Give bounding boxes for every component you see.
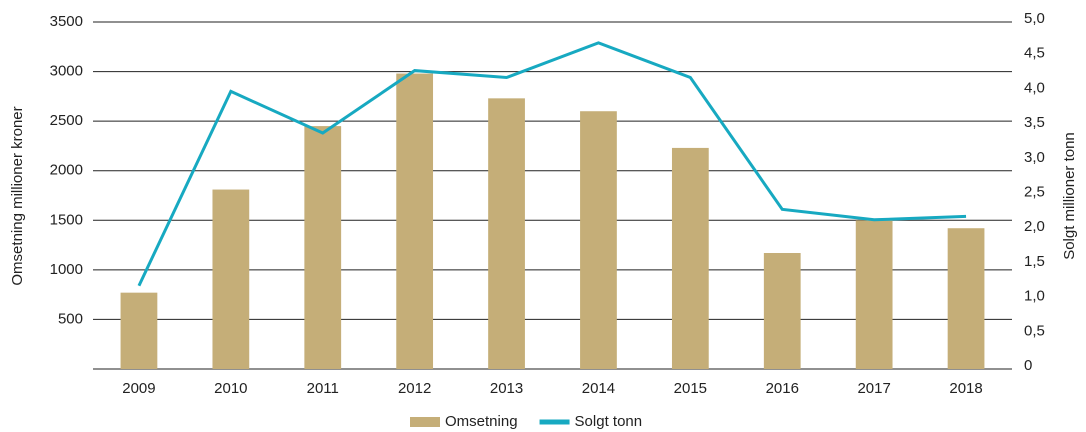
y-tick-label: 3500 — [50, 13, 83, 30]
y2-tick-label: 3,5 — [1024, 114, 1045, 131]
bar — [580, 111, 617, 369]
x-tick-label: 2012 — [398, 380, 431, 397]
y-axis-title: Omsetning millioner kroner — [9, 106, 26, 285]
y2-tick-label: 1,5 — [1024, 253, 1045, 270]
y-tick-label: 2500 — [50, 112, 83, 129]
legend-swatch — [410, 417, 440, 427]
bar — [396, 73, 434, 369]
legend-label: Solgt tonn — [575, 413, 643, 430]
y2-axis-title: Solgt millioner tonn — [1061, 132, 1078, 260]
x-tick-label: 2010 — [214, 380, 247, 397]
y2-tick-label: 5,0 — [1024, 10, 1045, 27]
y-tick-label: 1000 — [50, 261, 83, 278]
bar — [947, 228, 985, 369]
x-tick-label: 2018 — [949, 380, 982, 397]
bar — [120, 292, 158, 369]
x-tick-label: 2016 — [766, 380, 799, 397]
y-tick-label: 3000 — [50, 63, 83, 80]
y2-tick-label: 0,5 — [1024, 322, 1045, 339]
y-tick-label: 500 — [58, 310, 83, 327]
y-tick-label: 1500 — [50, 211, 83, 228]
x-tick-label: 2017 — [857, 380, 890, 397]
bar — [763, 253, 801, 369]
x-tick-label: 2014 — [582, 380, 615, 397]
bar — [488, 98, 525, 369]
x-tick-label: 2015 — [674, 380, 707, 397]
bar — [212, 189, 250, 369]
legend-label: Omsetning — [445, 413, 518, 430]
y2-tick-label: 4,5 — [1024, 45, 1045, 62]
x-tick-label: 2009 — [122, 380, 155, 397]
bar — [671, 147, 709, 369]
bar — [304, 126, 342, 369]
bar — [855, 220, 893, 369]
y2-tick-label: 0 — [1024, 357, 1032, 374]
y2-tick-label: 1,0 — [1024, 288, 1045, 305]
x-tick-label: 2011 — [307, 380, 339, 397]
y2-tick-label: 2,0 — [1024, 218, 1045, 235]
x-tick-label: 2013 — [490, 380, 523, 397]
y2-tick-label: 3,0 — [1024, 149, 1045, 166]
line — [137, 41, 967, 287]
y2-tick-label: 2,5 — [1024, 183, 1045, 200]
y-tick-label: 2000 — [50, 162, 83, 179]
y2-tick-label: 4,0 — [1024, 79, 1045, 96]
